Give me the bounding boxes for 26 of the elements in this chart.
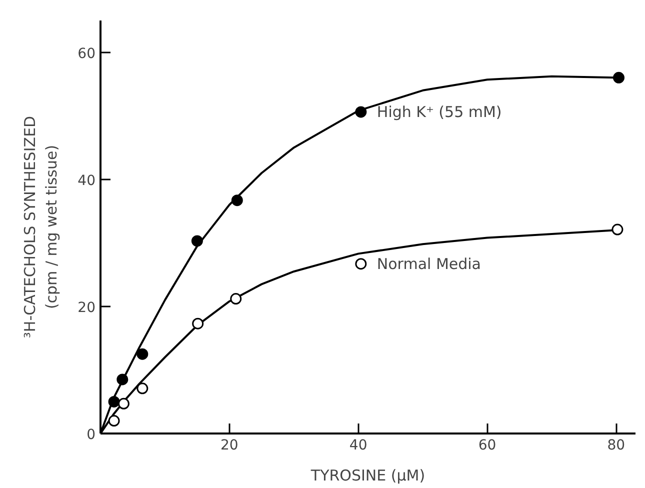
series-label: Normal Media	[376, 254, 482, 273]
x-tick-label: 40	[349, 438, 368, 454]
y-tick-label: 0	[86, 427, 96, 443]
point	[612, 72, 624, 84]
x-axis-title: TYROSINE (μM)	[310, 466, 426, 484]
y-tick-label: 40	[78, 172, 96, 189]
y-axis-title: ³H-CATECHOLS SYNTHESIZED (cpm / mg wet tissue)	[21, 116, 61, 338]
point	[108, 415, 120, 427]
y-tick-label: 20	[78, 300, 96, 316]
point	[136, 348, 148, 360]
point	[612, 224, 624, 236]
y-tick-label: 60	[78, 46, 96, 62]
x-tick-label: 60	[478, 438, 496, 454]
point	[118, 398, 130, 410]
point	[136, 382, 148, 394]
point	[355, 106, 367, 118]
x-tick-label: 80	[607, 438, 626, 454]
point	[231, 194, 243, 206]
point	[355, 258, 367, 270]
x-tick-label: 20	[220, 438, 238, 454]
point	[108, 396, 120, 408]
series-label: High K⁺ (55 mM)	[376, 102, 502, 121]
point	[116, 374, 128, 386]
point	[230, 293, 242, 305]
point	[192, 318, 204, 330]
point	[191, 235, 203, 247]
